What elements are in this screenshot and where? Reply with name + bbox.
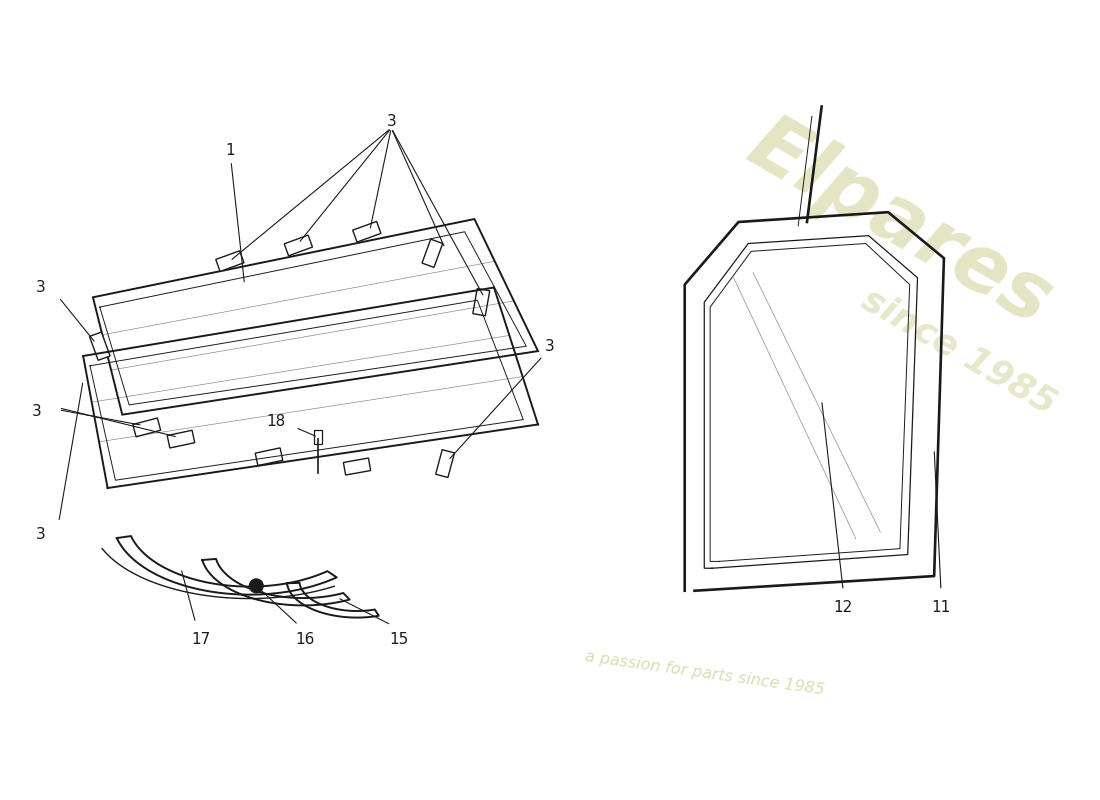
Text: 3: 3 <box>544 338 554 354</box>
Text: Elpares: Elpares <box>735 106 1065 342</box>
Text: 3: 3 <box>36 280 46 295</box>
Polygon shape <box>436 450 454 478</box>
Text: since 1985: since 1985 <box>856 282 1062 421</box>
Polygon shape <box>216 250 244 271</box>
Text: 1: 1 <box>226 143 244 282</box>
Polygon shape <box>473 289 490 316</box>
Polygon shape <box>353 222 381 242</box>
Text: 16: 16 <box>296 632 315 647</box>
Polygon shape <box>133 418 161 437</box>
Polygon shape <box>287 583 378 618</box>
Circle shape <box>250 579 263 593</box>
Polygon shape <box>202 559 350 606</box>
Polygon shape <box>255 448 283 466</box>
Text: 12: 12 <box>834 600 852 615</box>
Text: 3: 3 <box>36 527 46 542</box>
Polygon shape <box>422 239 442 267</box>
Text: a passion for parts since 1985: a passion for parts since 1985 <box>584 650 825 698</box>
Polygon shape <box>117 536 337 594</box>
Text: 11: 11 <box>932 600 950 615</box>
Polygon shape <box>343 458 371 475</box>
Polygon shape <box>167 430 195 448</box>
Polygon shape <box>92 219 538 414</box>
Text: 3: 3 <box>386 114 396 129</box>
Polygon shape <box>284 235 312 256</box>
Polygon shape <box>314 430 322 444</box>
Polygon shape <box>89 332 110 360</box>
Text: 17: 17 <box>191 632 210 647</box>
Text: 3: 3 <box>32 404 42 419</box>
Text: 18: 18 <box>266 414 286 429</box>
Text: 15: 15 <box>389 632 409 647</box>
